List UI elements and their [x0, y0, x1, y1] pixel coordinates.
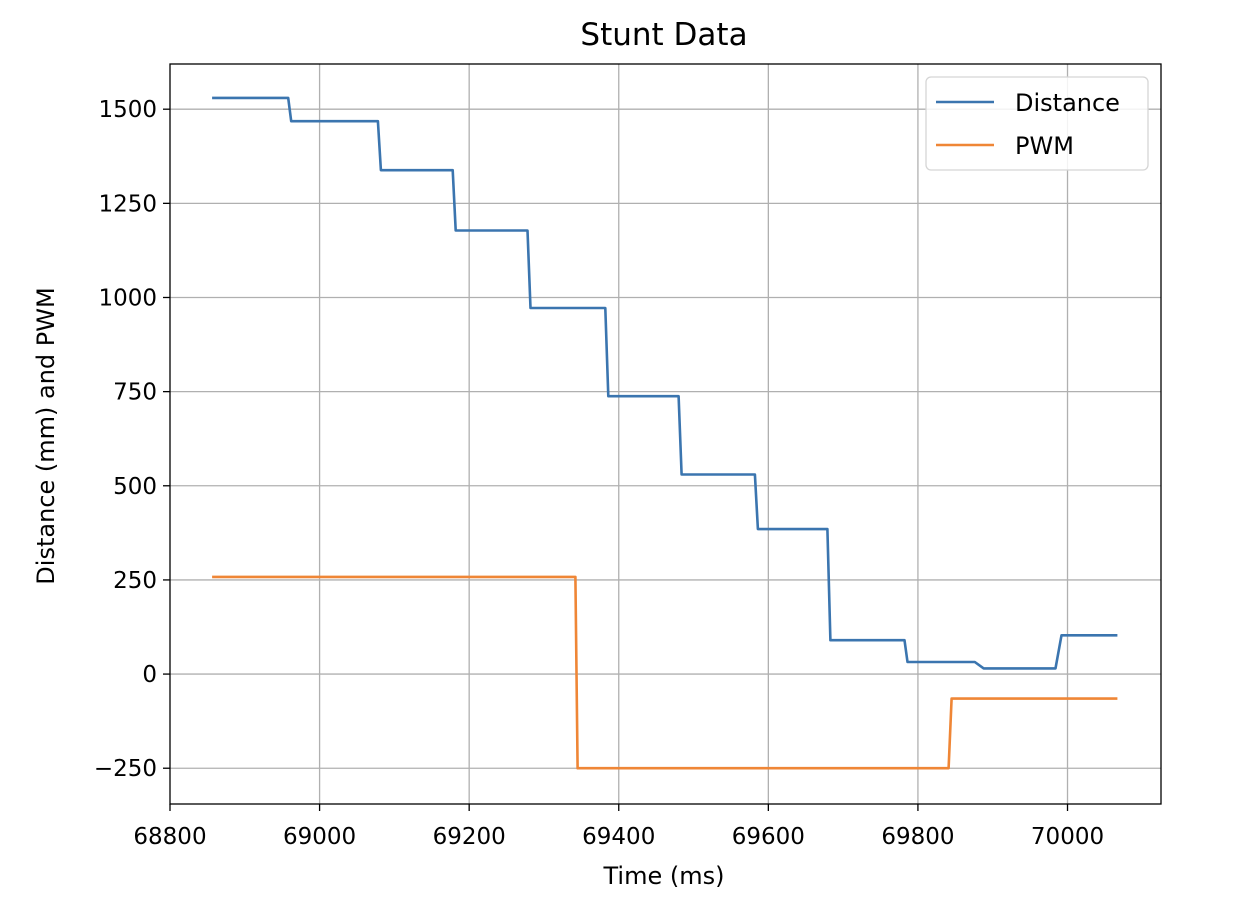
x-tick-label: 69000 [283, 824, 356, 850]
series-layer [212, 96, 1118, 770]
legend-label-distance: Distance [1015, 89, 1120, 117]
y-tick-label: 250 [113, 568, 157, 594]
x-axis-label: Time (ms) [603, 862, 725, 890]
chart-title: Stunt Data [580, 17, 747, 53]
y-tick-label: 500 [113, 474, 157, 500]
x-axis: 68800 69000 69200 69400 69600 69800 70000 [133, 804, 1104, 850]
y-tick-label: 1250 [98, 191, 157, 217]
series-line-distance [212, 96, 1118, 670]
x-tick-label: 69400 [582, 824, 655, 850]
y-tick-label: −250 [94, 756, 157, 782]
y-axis-label: Distance (mm) and PWM [32, 287, 60, 584]
x-tick-label: 69600 [732, 824, 805, 850]
y-tick-label: 750 [113, 380, 157, 406]
legend: Distance PWM [925, 76, 1149, 171]
y-axis: −250 0 250 500 750 1000 1250 1500 [94, 97, 170, 782]
grid [170, 64, 1161, 804]
x-tick-label: 68800 [133, 824, 206, 850]
x-tick-label: 70000 [1031, 824, 1104, 850]
y-tick-label: 1000 [98, 285, 157, 311]
legend-label-pwm: PWM [1015, 132, 1074, 160]
plot-area-frame [169, 63, 1162, 805]
y-tick-label: 0 [142, 662, 157, 688]
series-line-pwm [212, 575, 1118, 770]
y-tick-label: 1500 [98, 97, 157, 123]
legend-box [925, 76, 1149, 171]
x-tick-label: 69800 [881, 824, 954, 850]
x-tick-label: 69200 [433, 824, 506, 850]
